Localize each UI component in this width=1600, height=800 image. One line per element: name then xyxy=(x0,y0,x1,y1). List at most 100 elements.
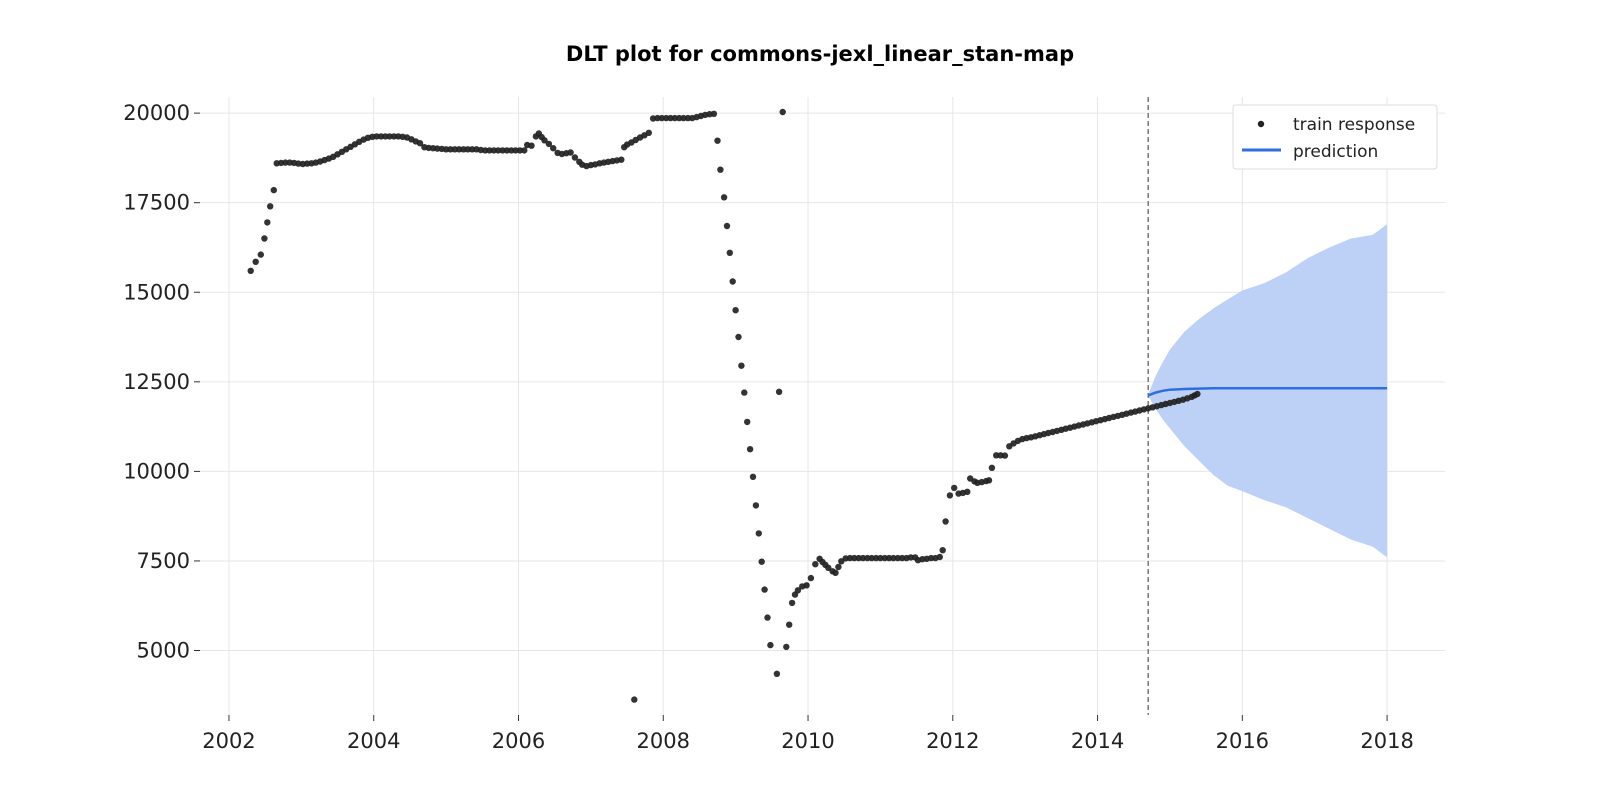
x-tick-label: 2010 xyxy=(781,729,834,753)
train-point xyxy=(729,278,736,285)
x-tick-label: 2004 xyxy=(347,729,400,753)
train-point xyxy=(680,114,687,122)
train-point xyxy=(567,149,574,156)
prediction-line xyxy=(1147,387,1388,397)
train-point xyxy=(744,418,751,426)
y-tick-label: 10000 xyxy=(123,459,190,483)
train-point xyxy=(890,554,897,562)
train-point xyxy=(738,362,745,369)
legend-box xyxy=(1232,104,1438,170)
train-point xyxy=(741,389,748,396)
x-tick-label: 2002 xyxy=(202,729,255,753)
train-point xyxy=(495,147,502,154)
train-points-layer xyxy=(247,108,1201,703)
train-point xyxy=(282,159,289,166)
train-point xyxy=(658,114,665,122)
train-point xyxy=(503,147,511,154)
x-tick-label: 2018 xyxy=(1360,729,1413,753)
prediction-line-layer xyxy=(1147,387,1388,397)
train-point xyxy=(447,146,454,153)
train-point xyxy=(794,587,802,594)
train-point xyxy=(247,267,254,274)
train-point xyxy=(788,599,796,607)
train-point xyxy=(1194,390,1201,398)
train-point xyxy=(936,553,943,561)
x-tick-label: 2012 xyxy=(926,729,979,753)
train-point xyxy=(714,137,721,144)
x-tick-label: 2014 xyxy=(1071,729,1124,753)
train-point xyxy=(486,147,493,154)
train-point xyxy=(988,464,996,471)
train-point xyxy=(571,154,579,161)
train-point xyxy=(645,129,652,136)
y-tick-label: 7500 xyxy=(137,549,190,573)
y-tick-label: 15000 xyxy=(123,280,190,304)
train-point xyxy=(832,569,839,576)
train-point xyxy=(270,186,277,194)
prediction-band-layer xyxy=(1148,224,1388,558)
chart-title: DLT plot for commons-jexl_linear_stan-ma… xyxy=(566,42,1074,66)
train-point xyxy=(710,110,718,118)
legend-prediction-label: prediction xyxy=(1293,142,1378,162)
train-point xyxy=(812,561,819,568)
prediction-interval-band xyxy=(1148,224,1388,558)
train-point xyxy=(545,140,553,148)
train-point xyxy=(752,502,760,509)
train-point xyxy=(807,574,815,582)
train-point xyxy=(618,156,625,163)
train-point xyxy=(455,146,463,153)
train-point xyxy=(946,492,954,499)
y-tick-label: 12500 xyxy=(123,370,190,394)
train-point xyxy=(521,147,528,154)
train-point xyxy=(783,643,790,651)
train-point xyxy=(252,258,259,265)
train-point xyxy=(859,554,867,562)
train-point xyxy=(755,530,762,537)
train-point xyxy=(877,554,884,562)
legend-train-marker xyxy=(1257,120,1265,128)
train-point xyxy=(528,142,535,149)
train-point xyxy=(257,251,264,258)
legend-train-label: train response xyxy=(1293,115,1415,135)
train-point xyxy=(264,219,271,226)
train-point xyxy=(516,147,524,154)
train-point xyxy=(761,586,768,593)
train-point xyxy=(993,452,1000,459)
train-point xyxy=(541,137,548,144)
x-tick-label: 2008 xyxy=(637,729,690,753)
train-point xyxy=(732,307,739,314)
legend: train response prediction xyxy=(1232,104,1438,170)
train-point xyxy=(758,558,765,565)
train-point xyxy=(1001,452,1009,459)
x-tick-label: 2006 xyxy=(492,729,545,753)
train-point xyxy=(779,108,786,116)
train-point xyxy=(261,235,268,242)
train-point xyxy=(550,145,557,152)
train-point xyxy=(386,133,393,140)
train-point xyxy=(835,563,842,571)
train-point xyxy=(868,554,875,562)
train-point xyxy=(749,473,757,480)
train-point xyxy=(416,140,424,147)
train-point xyxy=(773,670,781,677)
train-point xyxy=(825,564,832,571)
train-point xyxy=(786,621,793,628)
train-point xyxy=(723,222,731,230)
train-point xyxy=(746,446,754,453)
train-point xyxy=(951,484,958,492)
train-point xyxy=(726,249,733,256)
train-point xyxy=(803,582,810,589)
train-point xyxy=(767,641,774,649)
train-point xyxy=(720,194,728,201)
train-point xyxy=(717,166,724,173)
x-tick-label: 2016 xyxy=(1216,729,1269,753)
train-point xyxy=(898,554,906,562)
train-point xyxy=(464,146,471,153)
train-point xyxy=(985,477,993,484)
train-point xyxy=(631,696,638,703)
train-point xyxy=(851,554,858,562)
y-tick-label: 20000 xyxy=(123,101,190,125)
train-point xyxy=(764,614,771,621)
